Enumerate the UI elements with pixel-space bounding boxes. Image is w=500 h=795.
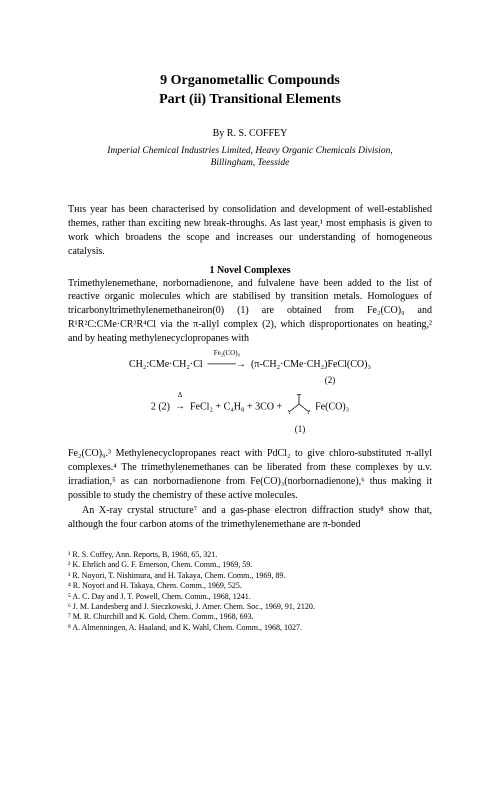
affiliation-line-1: Imperial Chemical Industries Limited, He…: [107, 146, 392, 156]
title-line-2: Part (ii) Transitional Elements: [68, 91, 432, 110]
eq1-arrow-label: Fe₂(CO)₉: [205, 348, 248, 360]
eq2-rhs: Fe(CO)₃: [315, 401, 349, 412]
ref-2: ² K. Ehrlich and G. F. Emerson, Chem. Co…: [68, 560, 432, 570]
eq2-arrow-label: Δ: [173, 390, 188, 402]
intro-paragraph: Tʜɪs year has been characterised by cons…: [68, 203, 432, 258]
equation-1: CH₂:CMe·CH₂·Cl Fe₂(CO)₉ ────→ (π-CH₂·CMe…: [68, 356, 432, 373]
affiliation-line-2: Billingham, Teesside: [211, 158, 290, 168]
section-1-heading: 1 Novel Complexes: [68, 265, 432, 276]
eq2-mid: FeCl₂ + C₄H₈ + 3CO +: [190, 401, 282, 412]
title-line-1: 9 Organometallic Compounds: [68, 72, 432, 91]
eq2-arrow: Δ →: [173, 398, 188, 415]
eq2-lhs: 2 (2): [151, 401, 170, 412]
eq1-rhs: (π-CH₂·CMe·CH₂)FeCl(CO)₃: [251, 359, 371, 370]
equation-2: 2 (2) Δ → FeCl₂ + C₄H₈ + 3CO +: [68, 392, 432, 422]
ref-8: ⁸ A. Almenningen, A. Haaland, and K. Wah…: [68, 623, 432, 633]
paragraph-4: An X-ray crystal structure⁷ and a gas-ph…: [68, 504, 432, 532]
page-container: 9 Organometallic Compounds Part (ii) Tra…: [0, 0, 500, 795]
ref-3: ³ R. Noyori, T. Nishimura, and H. Takaya…: [68, 571, 432, 581]
eq1-number: (2): [228, 373, 432, 388]
ref-1: ¹ R. S. Coffey, Ann. Reports, B, 1968, 6…: [68, 550, 432, 560]
footnote-references: ¹ R. S. Coffey, Ann. Reports, B, 1968, 6…: [68, 550, 432, 633]
affiliation: Imperial Chemical Industries Limited, He…: [68, 145, 432, 170]
ref-5: ⁵ A. C. Day and J. T. Powell, Chem. Comm…: [68, 592, 432, 602]
ref-7: ⁷ M. R. Churchill and K. Gold, Chem. Com…: [68, 612, 432, 622]
paragraph-3: Fe₂(CO)₉.³ Methylenecyclopropanes react …: [68, 447, 432, 502]
paragraph-2: Trimethylenemethane, norbornadienone, an…: [68, 277, 432, 346]
trimethylenemethane-icon: [285, 392, 313, 422]
ref-6: ⁶ J. M. Landesberg and J. Sieczkowski, J…: [68, 602, 432, 612]
eq1-arrow: Fe₂(CO)₉ ────→: [205, 356, 248, 373]
eq1-lhs: CH₂:CMe·CH₂·Cl: [129, 359, 203, 370]
eq2-number: (1): [168, 422, 432, 437]
author-line: By R. S. COFFEY: [68, 128, 432, 139]
equation-block: CH₂:CMe·CH₂·Cl Fe₂(CO)₉ ────→ (π-CH₂·CMe…: [68, 356, 432, 438]
chapter-title: 9 Organometallic Compounds Part (ii) Tra…: [68, 72, 432, 110]
ref-4: ⁴ R. Noyori and H. Takaya, Chem. Comm., …: [68, 581, 432, 591]
